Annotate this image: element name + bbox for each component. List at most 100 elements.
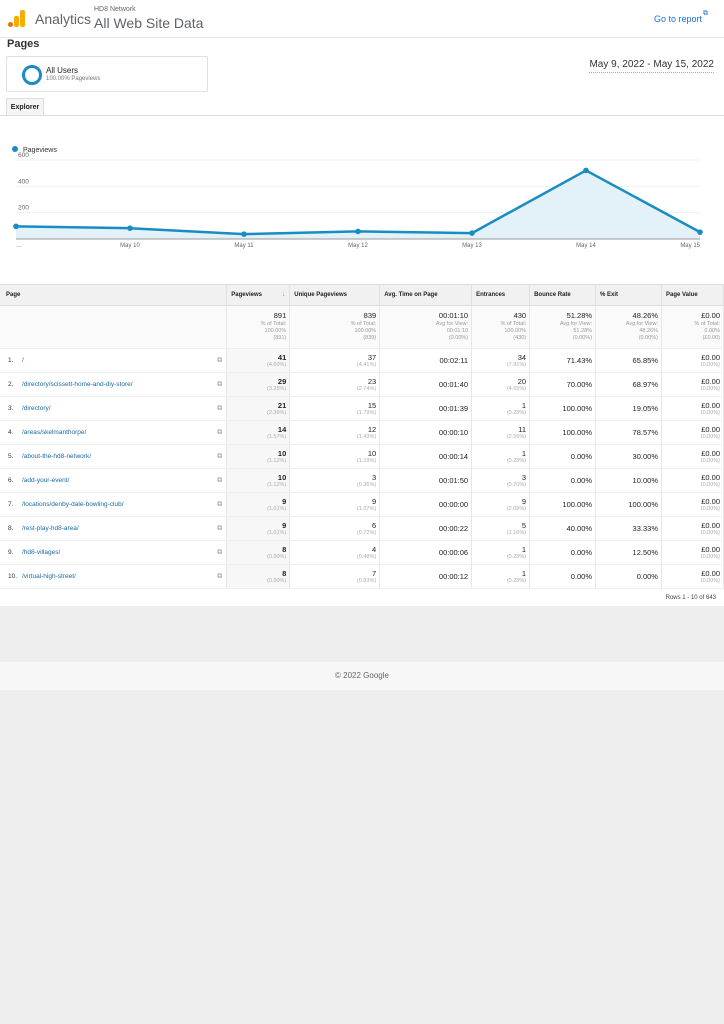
column-header[interactable]: Page Value xyxy=(661,284,724,306)
data-point[interactable] xyxy=(469,230,475,236)
page-link[interactable]: /directory/ xyxy=(22,405,51,412)
page-link[interactable]: /directory/scissett-home-and-diy-store/ xyxy=(22,381,133,388)
data-point[interactable] xyxy=(13,223,19,230)
analytics-logo-icon xyxy=(8,10,26,27)
open-page-icon[interactable]: ⧉ xyxy=(217,525,223,532)
page-link[interactable]: /add-your-event/ xyxy=(22,477,70,484)
e-percent: (0.23%) xyxy=(506,554,527,560)
val-value: £0.00 xyxy=(701,401,720,410)
external-link-icon[interactable]: ⧉ xyxy=(703,10,708,17)
u-cell: 3 (0.36%) xyxy=(289,468,381,493)
date-range-picker[interactable]: May 9, 2022 - May 15, 2022 xyxy=(589,59,714,73)
page-cell: 8. /rest-play-hd8-area/ ⧉ xyxy=(0,516,228,541)
t-value: 00:01:39 xyxy=(438,404,469,413)
t-value: 00:01:50 xyxy=(438,476,469,485)
pv-value: 9 xyxy=(282,521,287,530)
column-header-label: Page Value xyxy=(665,292,698,298)
segment-card[interactable]: All Users 100.00% Pageviews xyxy=(6,56,208,92)
val-value: £0.00 xyxy=(701,497,720,506)
e-percent: (0.23%) xyxy=(506,410,527,416)
pv-cell: 10 (1.12%) xyxy=(226,444,291,469)
val-cell: £0.00 (0.00%) xyxy=(661,372,724,397)
e-value: 1 xyxy=(521,569,527,578)
open-page-icon[interactable]: ⧉ xyxy=(217,549,223,556)
segment-subtitle: 100.00% Pageviews xyxy=(46,76,101,82)
column-header[interactable]: Entrances xyxy=(471,284,531,306)
val-value: £0.00 xyxy=(701,377,720,386)
page-link[interactable]: / xyxy=(22,357,24,364)
val-cell: £0.00 (0.00%) xyxy=(661,348,724,373)
x-cell: 68.97% xyxy=(595,372,662,397)
tab-explorer[interactable]: Explorer xyxy=(6,98,44,116)
e-percent: (2.56%) xyxy=(506,434,527,440)
total-pct: 100.00% xyxy=(504,328,527,334)
page-link[interactable]: /about-the-hd8-network/ xyxy=(22,453,92,460)
pages-table: Page Pageviews ↓ Unique Pageviews Avg. Time … xyxy=(0,284,724,589)
u-value: 37 xyxy=(367,353,377,362)
row-number: 7. xyxy=(8,501,14,508)
e-cell: 1 (0.23%) xyxy=(471,540,531,565)
pv-percent: (2.36%) xyxy=(267,410,287,416)
page-cell: 4. /areas/skelmanthorpe/ ⧉ xyxy=(0,420,228,445)
open-page-icon[interactable]: ⧉ xyxy=(217,429,223,436)
e-cell: 20 (4.65%) xyxy=(471,372,531,397)
page-link[interactable]: /virtual-high-street/ xyxy=(22,573,76,580)
row-number: 6. xyxy=(8,477,14,484)
u-percent: (1.79%) xyxy=(356,410,377,416)
column-header[interactable]: Bounce Rate xyxy=(529,284,597,306)
total-label: % of Total: xyxy=(350,321,377,327)
pv-cell: 9 (1.01%) xyxy=(226,492,291,517)
tab-divider xyxy=(0,115,724,116)
page-cell: 7. /locations/denby-dale-bowling-club/ ⧉ xyxy=(0,492,228,517)
e-percent: (7.91%) xyxy=(506,362,527,368)
e-cell: 34 (7.91%) xyxy=(471,348,531,373)
page-link[interactable]: /hd8-villages/ xyxy=(22,549,61,556)
open-page-icon[interactable]: ⧉ xyxy=(217,477,223,484)
segment-ring-icon xyxy=(22,65,42,85)
total-abs: (0.00%) xyxy=(572,335,593,341)
val-percent: (0.00%) xyxy=(700,434,720,440)
table-row: 9./hd8-villages/⧉ 8 (0.90%) 4 (0.48%) 00:00:0… xyxy=(0,540,724,565)
total-value: 430 xyxy=(513,311,527,320)
property-view-name[interactable]: All Web Site Data xyxy=(94,15,204,31)
open-page-icon[interactable]: ⧉ xyxy=(217,381,223,388)
rows-info: Rows 1 - 10 of 643 xyxy=(665,595,716,601)
page-link[interactable]: /locations/denby-dale-bowling-club/ xyxy=(22,501,124,508)
open-page-icon[interactable]: ⧉ xyxy=(217,573,223,580)
column-header[interactable]: Avg. Time on Page xyxy=(379,284,473,306)
open-page-icon[interactable]: ⧉ xyxy=(217,501,223,508)
page-link[interactable]: /areas/skelmanthorpe/ xyxy=(22,429,87,436)
column-header[interactable]: Unique Pageviews xyxy=(289,284,381,306)
u-value: 10 xyxy=(367,449,377,458)
x-value: 65.85% xyxy=(632,356,658,365)
column-header-label: Bounce Rate xyxy=(534,292,571,298)
pv-percent: (1.12%) xyxy=(267,458,287,464)
pv-cell: 8 (0.90%) xyxy=(226,564,291,589)
x-value: 10.00% xyxy=(632,476,658,485)
u-cell: 12 (1.43%) xyxy=(289,420,381,445)
e-cell: 3 (0.70%) xyxy=(471,468,531,493)
open-page-icon[interactable]: ⧉ xyxy=(217,405,223,412)
open-page-icon[interactable]: ⧉ xyxy=(217,357,223,364)
column-header[interactable]: Pageviews ↓ xyxy=(226,284,291,306)
page-cell: 6. /add-your-event/ ⧉ xyxy=(0,468,228,493)
data-point[interactable] xyxy=(241,231,247,237)
totals-row: 891% of Total: 100.00% (891) 839% of Total:… xyxy=(0,305,724,349)
b-cell: 0.00% xyxy=(529,468,597,493)
data-point[interactable] xyxy=(697,229,703,235)
data-point[interactable] xyxy=(583,167,589,174)
table-row: 1. / ⧉ 41 (4.60%) 37 (4.41%) 00:02:11 34 (7.91%) 7… xyxy=(0,348,724,373)
page-link[interactable]: /rest-play-hd8-area/ xyxy=(22,525,79,532)
x-cell: 10.00% xyxy=(595,468,662,493)
data-point[interactable] xyxy=(355,228,361,235)
b-value: 0.00% xyxy=(570,572,593,581)
column-header[interactable]: % Exit xyxy=(595,284,662,306)
total-value: 00:01:10 xyxy=(438,311,469,320)
b-cell: 100.00% xyxy=(529,396,597,421)
go-to-report-link[interactable]: Go to report xyxy=(653,14,702,24)
open-page-icon[interactable]: ⧉ xyxy=(217,453,223,460)
column-header[interactable]: Page xyxy=(0,284,228,306)
data-point[interactable] xyxy=(127,225,133,232)
sort-desc-icon[interactable]: ↓ xyxy=(282,292,286,298)
pv-value: 14 xyxy=(277,425,287,434)
